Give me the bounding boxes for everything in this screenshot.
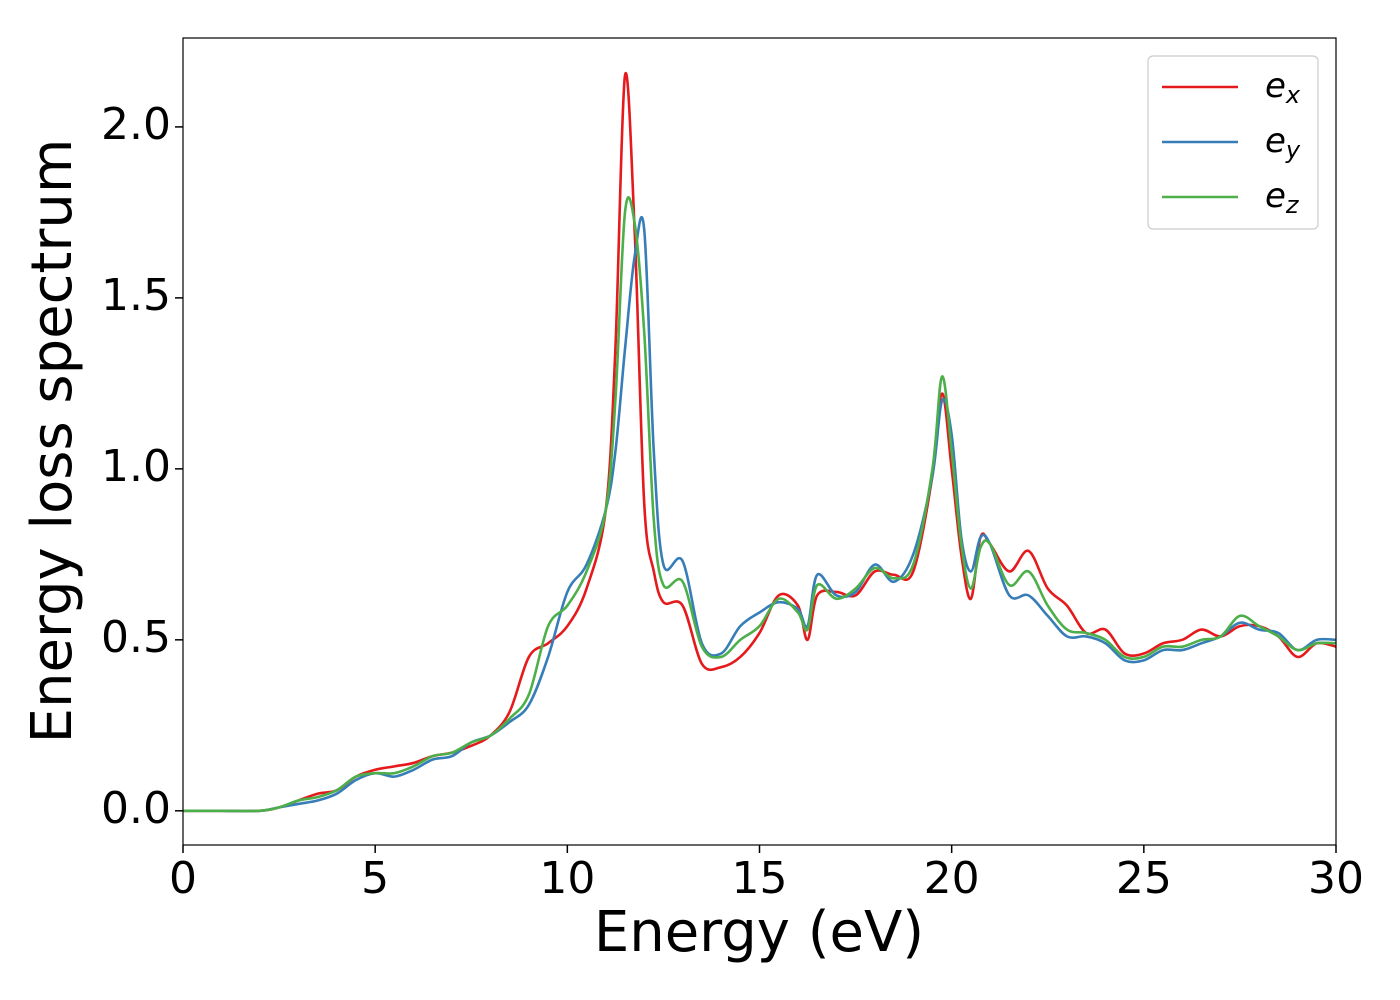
x-tick-label: 15 [732,853,788,904]
legend-label: ez [1265,176,1300,220]
x-tick-label: 0 [169,853,197,904]
legend-label: ex [1265,66,1301,110]
y-tick-label: 1.0 [101,441,171,492]
y-tick-label: 0.5 [101,612,171,663]
x-tick-label: 10 [539,853,595,904]
x-tick-label: 25 [1116,853,1172,904]
y-tick-label: 0.0 [101,783,171,834]
y-tick-label: 2.0 [101,99,171,150]
x-tick-label: 20 [924,853,980,904]
x-tick-label: 5 [361,853,389,904]
line-series [182,216,1337,813]
x-tick-label: 30 [1308,853,1364,904]
y-tick-label: 1.5 [101,270,171,321]
legend-label: ey [1265,121,1301,165]
y-axis-label: Energy loss spectrum [20,139,85,744]
plot-frame [182,37,1337,846]
x-axis-label: Energy (eV) [594,900,924,965]
line-series [182,196,1337,813]
